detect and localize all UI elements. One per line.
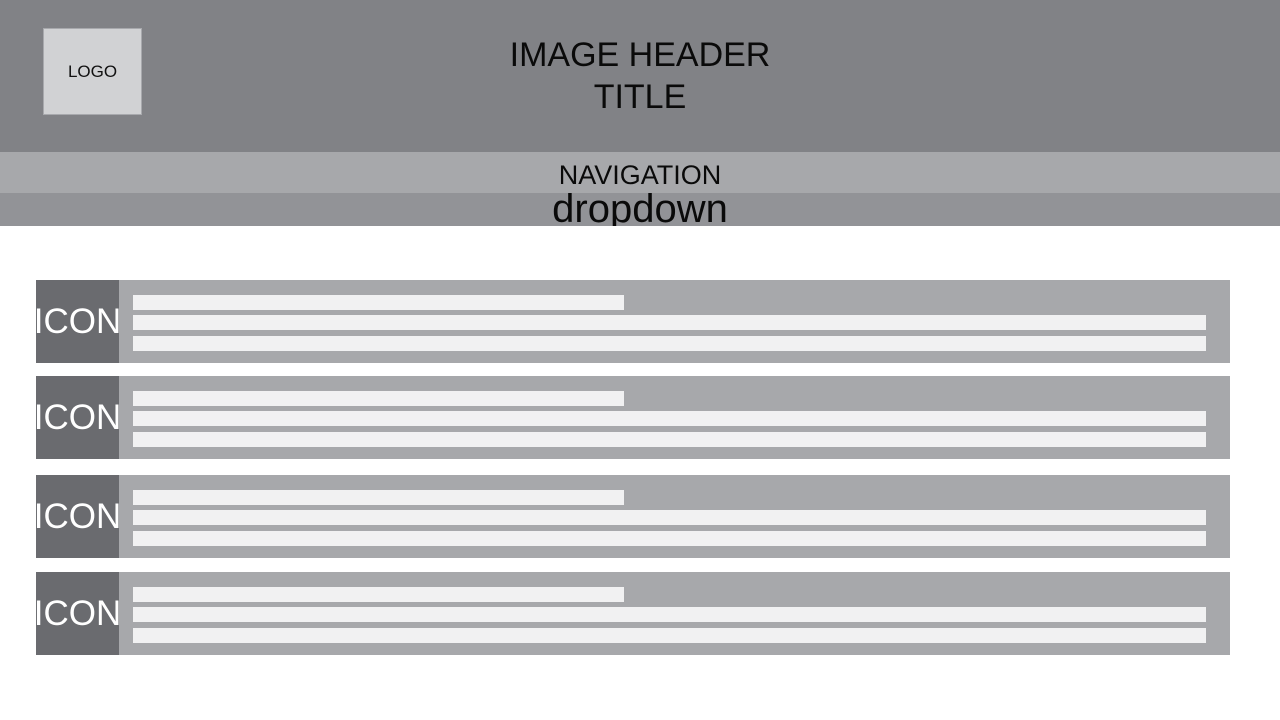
text-placeholder-line xyxy=(133,531,1206,546)
icon-label: ICON xyxy=(33,301,122,341)
page-title: IMAGE HEADER TITLE xyxy=(509,36,771,116)
list-item[interactable]: ICON xyxy=(33,572,1230,655)
image-header: LOGO IMAGE HEADER TITLE xyxy=(0,0,1280,152)
navigation-label: NAVIGATION xyxy=(558,159,722,190)
icon-label: ICON xyxy=(33,397,122,437)
icon-label: ICON xyxy=(33,496,122,536)
text-placeholder-line xyxy=(133,411,1206,426)
item-icon: ICON xyxy=(33,572,122,655)
text-placeholder-line xyxy=(133,628,1206,643)
text-placeholder-line xyxy=(133,490,624,505)
text-placeholder-line xyxy=(133,510,1206,525)
list-item[interactable]: ICON xyxy=(33,475,1230,558)
item-icon: ICON xyxy=(33,475,122,558)
text-placeholder-line xyxy=(133,315,1206,330)
navigation-dropdown[interactable]: dropdown xyxy=(0,193,1280,226)
text-placeholder-line xyxy=(133,391,624,406)
logo[interactable]: LOGO xyxy=(43,28,142,115)
dropdown-label: dropdown xyxy=(552,193,728,226)
text-placeholder-line xyxy=(133,587,624,602)
icon-label: ICON xyxy=(33,593,122,633)
text-placeholder-line xyxy=(133,295,624,310)
logo-label: LOGO xyxy=(67,61,118,81)
item-icon: ICON xyxy=(33,376,122,459)
text-placeholder-line xyxy=(133,336,1206,351)
text-placeholder-line xyxy=(133,432,1206,447)
list-item[interactable]: ICON xyxy=(33,280,1230,363)
item-icon: ICON xyxy=(33,280,122,363)
list-item[interactable]: ICON xyxy=(33,376,1230,459)
navigation-bar[interactable]: NAVIGATION xyxy=(0,152,1280,193)
text-placeholder-line xyxy=(133,607,1206,622)
